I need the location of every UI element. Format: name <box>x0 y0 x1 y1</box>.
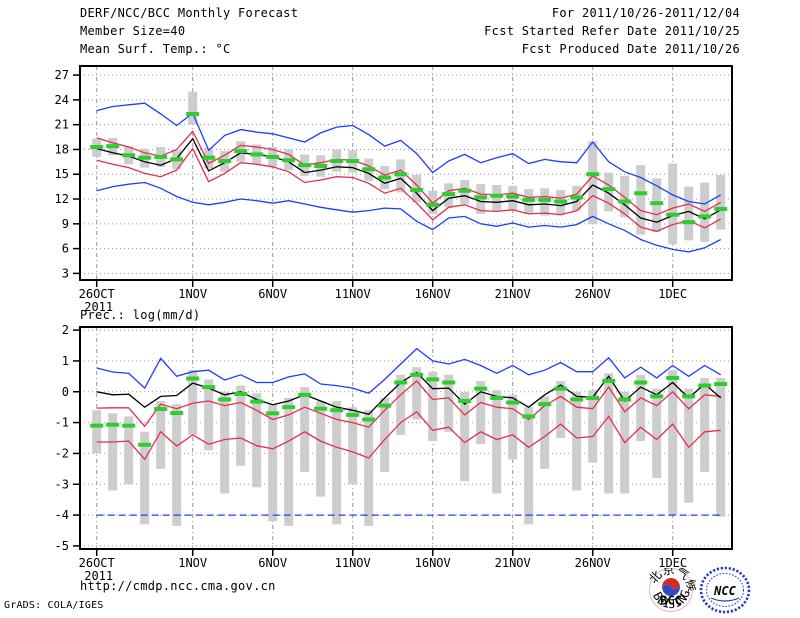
axes: 2 1 0 -1 -2 -3 -4 -5 26OCT 1NOV 6NOV 11NOV 16NOV 21NO… <box>55 323 688 583</box>
x-tick-label: 26NOV <box>575 556 611 570</box>
ensemble-mean-minus-sd-line <box>96 410 721 461</box>
forecast-range-label: For 2011/10/26-2011/12/04 <box>551 6 740 20</box>
ncc-logo-swoosh-icon <box>710 597 740 602</box>
x-tick-label: 1DEC <box>658 287 687 301</box>
y-tick-label: -2 <box>55 446 69 460</box>
x-axis-year-label: 2011 <box>84 300 113 314</box>
y-tick-label: 21 <box>55 118 69 132</box>
ensemble-mean-line <box>96 137 722 223</box>
y-tick-label: 18 <box>55 142 69 156</box>
y-tick-label: 9 <box>62 217 69 231</box>
x-axis-year-label: 2011 <box>84 569 113 583</box>
y-tick-label: -4 <box>55 508 69 522</box>
x-tick-label: 21NOV <box>495 556 531 570</box>
y-tick-label: 6 <box>62 242 69 256</box>
y-tick-label: 0 <box>62 385 69 399</box>
y-tick-label: 12 <box>55 192 69 206</box>
fcst-produced-date-label: Fcst Produced Date 2011/10/26 <box>521 42 740 56</box>
precip-panel-title: Prec.: log(mm/d) <box>80 308 201 322</box>
y-tick-label: -1 <box>55 416 69 430</box>
y-tick-label: 2 <box>62 323 69 337</box>
source-url-text: http://cmdp.ncc.cma.gov.cn <box>80 579 276 593</box>
x-tick-label: 6NOV <box>258 287 287 301</box>
x-tick-label: 1DEC <box>658 556 687 570</box>
x-tick-label: 16NOV <box>415 287 451 301</box>
x-tick-label: 16NOV <box>415 556 451 570</box>
ncc-logo-wreath <box>699 566 751 614</box>
bcc-logo-swirl-icon <box>662 578 680 596</box>
temp-panel-title: Mean Surf. Temp.: °C <box>80 42 231 56</box>
axes: 3 6 9 12 15 18 21 24 27 26OCT 1NOV 6NOV 11NOV 16NOV 21… <box>55 68 688 314</box>
ncc-logo-label: NCC <box>713 584 736 598</box>
y-tick-label: 15 <box>55 167 69 181</box>
x-tick-label: 1NOV <box>178 287 207 301</box>
y-tick-label: -5 <box>55 539 69 553</box>
plot-frame <box>79 65 733 281</box>
bcc-logo: 北京气候中心 BCC BEIJING CLIMATE CENTER <box>646 568 696 612</box>
x-tick-label: 11NOV <box>335 556 371 570</box>
y-tick-label: -3 <box>55 477 69 491</box>
ensemble-mean-minus-sd-line <box>96 147 722 232</box>
y-tick-label: 1 <box>62 354 69 368</box>
y-tick-label: 3 <box>62 266 69 280</box>
plot-title: DERF/NCC/BCC Monthly Forecast <box>80 6 299 20</box>
grads-credit: GrADS: COLA/IGES <box>4 600 104 611</box>
y-tick-label: 24 <box>55 93 69 107</box>
x-tick-label: 11NOV <box>335 287 371 301</box>
fcst-refer-date-label: Fcst Started Refer Date 2011/10/25 <box>484 24 740 38</box>
x-tick-label: 6NOV <box>258 556 287 570</box>
ensemble-max-line <box>96 102 722 205</box>
x-tick-label: 21NOV <box>495 287 531 301</box>
climatology-range-bars <box>92 367 726 526</box>
ensemble-mean-line <box>96 371 722 416</box>
x-tick-label: 26NOV <box>575 287 611 301</box>
x-tick-label: 26OCT <box>79 556 115 570</box>
climatology-mean-dashes <box>90 111 728 225</box>
bcc-logo-label: BCC <box>660 594 682 608</box>
ensemble-mean-plus-sd-line <box>96 380 721 428</box>
ensemble-mean-plus-sd-line <box>96 130 722 216</box>
member-size-label: Member Size=40 <box>80 24 186 38</box>
plot-frame <box>79 326 733 550</box>
x-tick-label: 1NOV <box>178 556 207 570</box>
y-tick-label: 27 <box>55 68 69 82</box>
x-tick-label: 26OCT <box>79 287 115 301</box>
ncc-logo: NCC <box>699 566 751 614</box>
climatology-mean-dashes <box>90 372 728 447</box>
ncc-logo-inner-ring <box>706 573 744 607</box>
ensemble-min-line <box>96 181 721 253</box>
ensemble-max-line <box>96 347 722 395</box>
